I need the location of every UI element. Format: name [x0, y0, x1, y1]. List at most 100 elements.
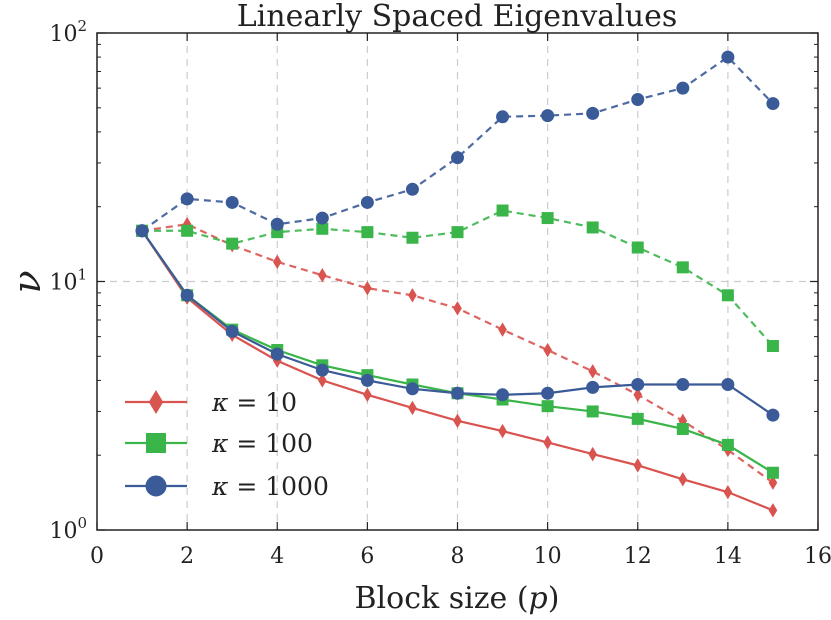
data-point-dashed [180, 192, 194, 206]
data-point-dashed [766, 340, 779, 353]
legend-item-100: κ = 100 [125, 429, 313, 458]
data-point-dashed [496, 110, 510, 124]
data-point-dashed [543, 342, 552, 358]
data-point-dashed [317, 268, 327, 283]
legend-label: κ = 100 [211, 429, 313, 458]
data-point-dashed [633, 387, 643, 402]
x-tick-label: 8 [451, 544, 465, 569]
legend: κ = 10 κ = 100 κ = 1000 [125, 388, 329, 501]
data-point-solid [676, 378, 690, 392]
data-point-dashed [363, 280, 372, 296]
data-point-dashed [405, 182, 419, 196]
grid [97, 33, 818, 530]
y-tick-label: 101 [49, 266, 87, 296]
x-tick-label: 0 [90, 544, 104, 569]
data-point-solid [766, 466, 779, 479]
data-point-dashed [451, 151, 464, 165]
data-point-solid [180, 288, 194, 302]
data-point-solid [541, 386, 555, 400]
data-point-solid [135, 224, 149, 238]
data-point-solid [721, 438, 734, 451]
x-tick-label: 10 [534, 544, 562, 569]
x-tick-label: 16 [804, 544, 831, 569]
x-tick-label: 4 [270, 544, 284, 569]
data-point-solid [678, 472, 688, 487]
data-point-dashed [768, 475, 778, 490]
data-point-dashed [226, 237, 239, 250]
legend-marker [148, 390, 164, 414]
y-axis-title: ν [5, 270, 49, 293]
x-tick-label: 12 [624, 544, 652, 569]
data-point-dashed [766, 97, 780, 111]
data-point-solid [633, 458, 643, 473]
data-point-dashed [721, 289, 734, 302]
data-point-solid [721, 378, 735, 392]
data-point-solid [451, 386, 464, 400]
series-solid-1000 [135, 224, 780, 422]
x-tick-label: 14 [714, 544, 742, 569]
legend-marker [145, 475, 167, 497]
data-point-solid [631, 378, 645, 392]
data-point-solid [453, 413, 462, 429]
chart-title: Linearly Spaced Eigenvalues [237, 0, 678, 34]
data-point-solid [631, 412, 644, 425]
data-point-solid [541, 400, 554, 413]
data-point-dashed [541, 109, 555, 123]
data-point-dashed [586, 221, 599, 234]
series-line-dashed [142, 209, 774, 347]
data-point-dashed [181, 224, 194, 237]
y-tick-label: 100 [49, 514, 87, 544]
data-point-solid [408, 400, 417, 416]
data-point-solid [360, 373, 374, 387]
data-point-solid [586, 380, 600, 394]
data-point-dashed [270, 217, 284, 231]
data-point-solid [543, 435, 552, 450]
x-axis-title: Block size (p) [355, 581, 560, 616]
data-point-dashed [451, 226, 464, 239]
data-point-dashed [225, 195, 239, 209]
data-point-solid [723, 484, 733, 500]
data-point-dashed [496, 204, 509, 217]
data-point-solid [768, 503, 778, 518]
data-point-solid [363, 387, 372, 402]
data-point-solid [498, 423, 507, 439]
data-point-solid [315, 363, 329, 377]
data-point-dashed [272, 254, 282, 270]
data-point-dashed [453, 301, 462, 316]
data-point-dashed [360, 195, 374, 209]
data-point-dashed [676, 261, 689, 274]
legend-item-10: κ = 10 [125, 388, 297, 417]
data-point-solid [405, 382, 419, 396]
data-point-solid [270, 347, 284, 361]
data-point-dashed [498, 322, 507, 337]
y-tick-label: 102 [49, 17, 87, 47]
data-point-solid [676, 422, 689, 435]
data-point-solid [496, 388, 510, 402]
series-dashed-10 [137, 217, 778, 490]
data-point-dashed [315, 211, 329, 225]
series-layer [135, 50, 780, 518]
legend-marker [146, 433, 166, 453]
data-point-solid [225, 324, 239, 338]
data-point-dashed [408, 288, 417, 303]
data-point-solid [317, 373, 327, 388]
data-point-dashed [586, 106, 600, 120]
data-point-dashed [541, 212, 554, 225]
data-point-solid [588, 446, 598, 462]
data-point-dashed [361, 226, 374, 239]
data-point-dashed [676, 81, 690, 95]
data-point-solid [586, 405, 599, 418]
data-point-dashed [316, 222, 329, 235]
legend-label: κ = 10 [211, 388, 297, 417]
legend-label: κ = 1000 [211, 472, 329, 501]
legend-item-1000: κ = 1000 [125, 472, 329, 501]
data-point-dashed [631, 93, 645, 107]
data-point-dashed [678, 413, 688, 429]
x-tick-label: 6 [360, 544, 374, 569]
x-tick-label: 2 [180, 544, 194, 569]
data-point-dashed [406, 231, 419, 244]
data-point-dashed [588, 364, 598, 379]
ticks: 0 2 4 6 8 10 12 14 16 100 101 102 [49, 17, 831, 569]
data-point-dashed [721, 50, 735, 64]
